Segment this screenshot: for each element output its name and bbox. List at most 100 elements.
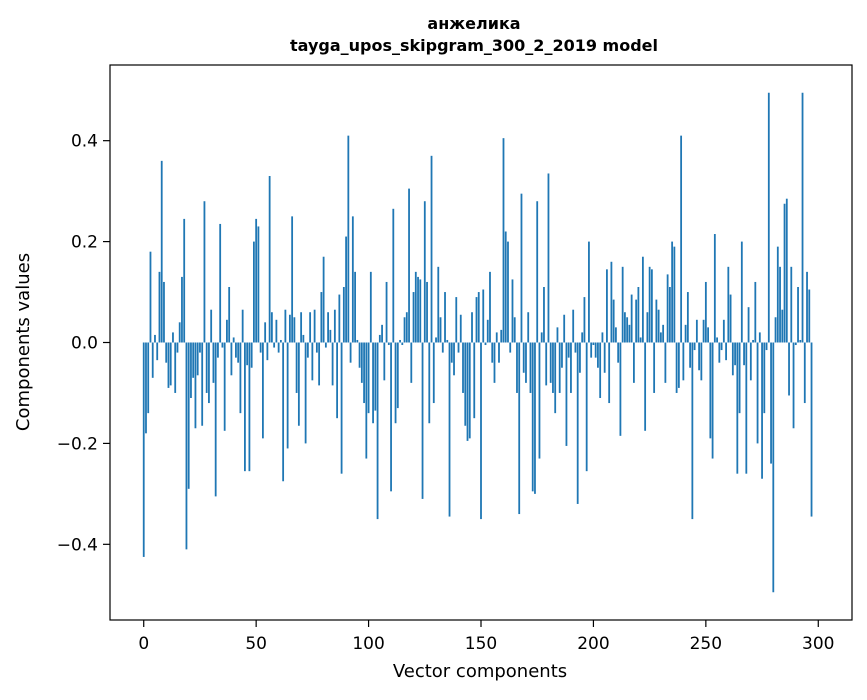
bar-76 [313,309,316,343]
bar-274 [758,332,761,343]
bar-135 [446,339,449,343]
bar-187 [563,314,566,343]
bar-89 [342,287,345,343]
bar-156 [493,342,496,383]
bar-288 [790,266,793,343]
bar-114 [399,339,401,343]
bar-115 [401,342,404,346]
bar-99 [365,342,368,459]
bar-277 [765,342,768,351]
bar-246 [695,319,698,343]
bar-270 [749,342,752,381]
bar-152 [484,342,487,346]
bar-146 [471,312,473,343]
bar-94 [354,271,356,343]
bar-113 [396,342,399,409]
bar-13 [172,332,174,343]
y-tick-label: −0.4 [57,535,98,555]
bar-186 [561,342,563,368]
bar-65 [288,314,291,343]
bar-227 [653,342,656,393]
bar-40 [232,337,235,343]
bar-119 [410,342,413,383]
bar-56 [268,176,271,343]
bar-73 [306,342,309,358]
bar-199 [590,342,593,358]
bar-151 [482,289,485,343]
bar-26 [201,342,204,426]
bar-129 [432,342,435,404]
bar-282 [776,246,779,343]
bar-233 [666,274,669,343]
bar-266 [740,241,743,343]
bar-39 [230,342,233,376]
bar-295 [806,271,808,343]
bar-96 [358,342,361,368]
bar-170 [525,342,527,383]
bar-42 [237,342,240,363]
bar-191 [572,309,575,343]
bar-234 [668,287,671,343]
y-tick-label: −0.2 [57,434,98,454]
bar-44 [241,309,244,343]
bar-6 [156,342,159,361]
bar-49 [253,241,255,343]
bar-47 [248,342,251,472]
bar-192 [574,342,577,353]
bar-98 [363,342,365,404]
bar-108 [385,281,388,343]
bar-194 [579,342,581,373]
bar-154 [489,271,491,343]
bar-236 [673,246,676,343]
bar-143 [464,342,467,426]
bar-171 [527,312,530,343]
bar-38 [228,287,231,343]
bar-134 [444,292,446,343]
bar-149 [477,292,480,343]
bar-268 [745,342,748,474]
bar-157 [495,332,498,343]
bar-273 [756,342,759,444]
bar-177 [540,332,543,343]
bar-232 [664,342,667,383]
bar-31 [212,342,215,383]
bar-248 [700,342,703,381]
bar-59 [275,319,278,343]
bar-45 [244,342,246,472]
bar-229 [657,309,660,343]
bar-28 [205,342,208,393]
bar-102 [372,342,374,424]
bar-189 [567,342,570,358]
bar-237 [675,342,678,393]
bar-68 [295,342,298,393]
bar-145 [468,342,471,439]
bar-14 [174,342,177,393]
bar-293 [801,92,804,343]
bar-261 [729,294,732,343]
bar-245 [693,342,696,351]
bar-105 [378,334,381,343]
bar-231 [662,324,665,343]
bar-252 [709,342,712,439]
bar-140 [457,342,460,353]
bar-221 [639,337,642,343]
bar-118 [408,188,410,343]
bar-272 [754,281,757,343]
bar-159 [500,329,503,343]
bar-138 [453,342,455,376]
y-axis: −0.4 −0.2 0.0 0.2 0.4 [57,132,110,555]
bar-167 [518,342,521,515]
bar-93 [351,216,354,343]
bar-226 [650,269,653,343]
bar-136 [448,342,451,517]
bar-242 [686,292,689,343]
bar-132 [439,317,442,343]
bar-37 [226,319,228,343]
bar-176 [538,342,541,459]
bar-80 [322,256,325,343]
bar-92 [349,342,352,363]
x-tick-label: 150 [465,634,497,654]
bar-7 [158,271,161,343]
